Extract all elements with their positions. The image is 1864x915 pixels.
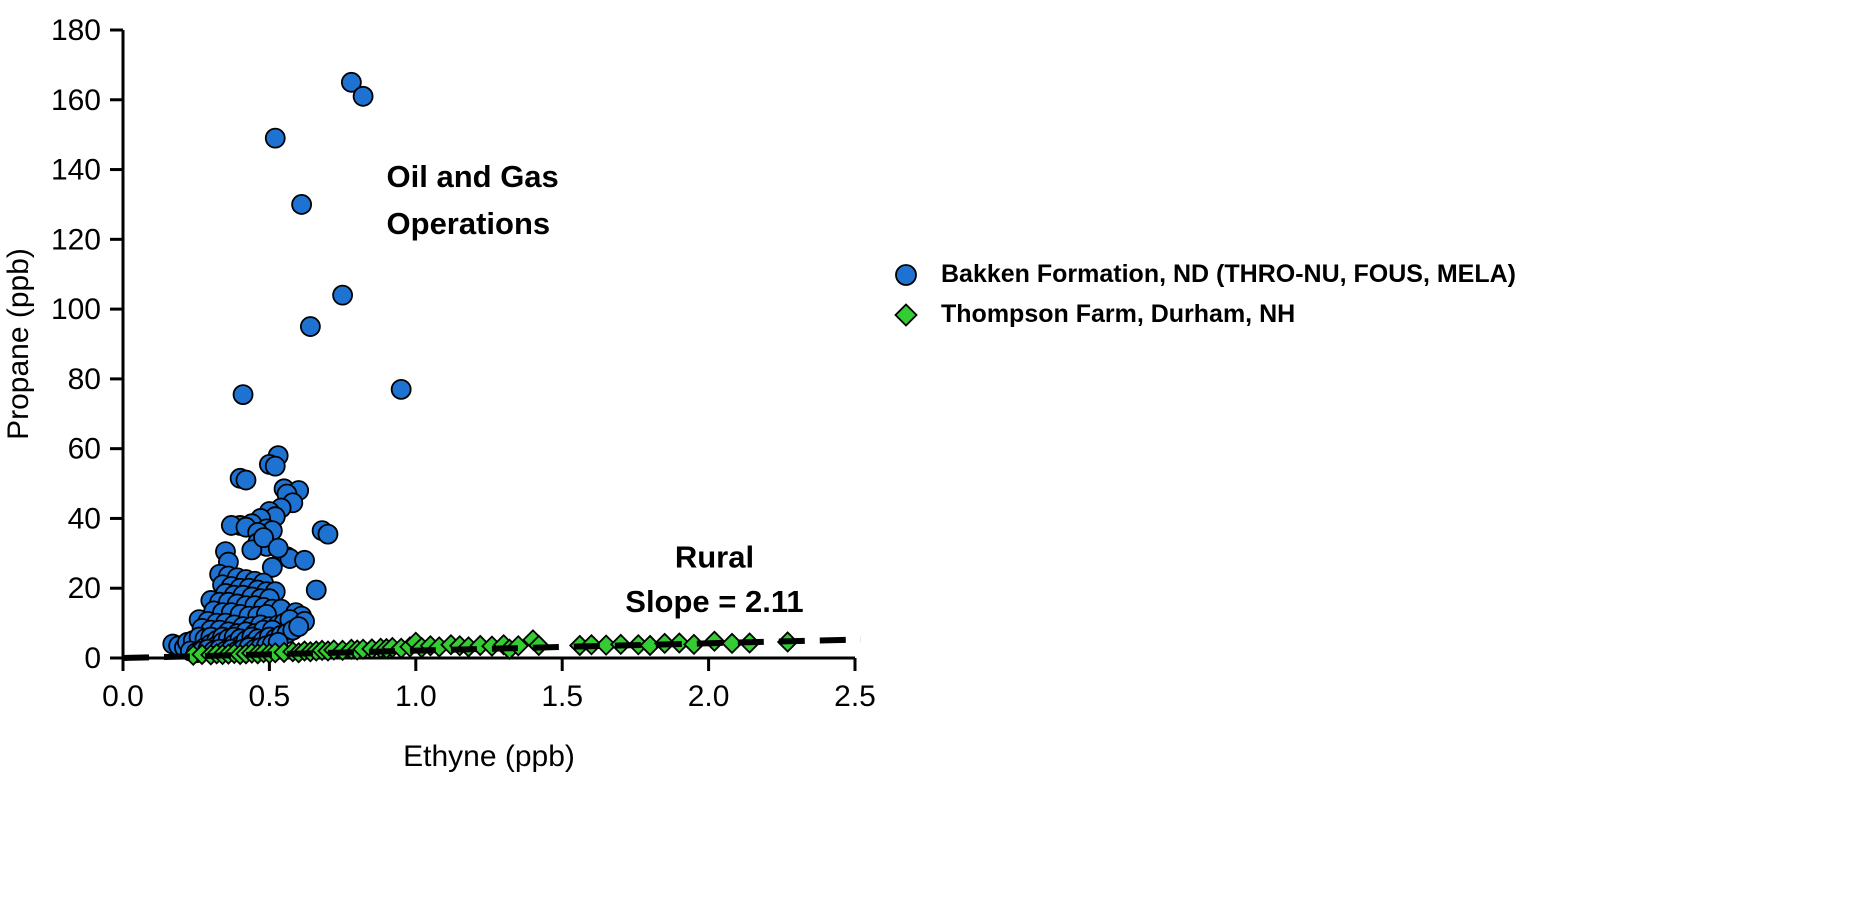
y-tick-label: 120	[51, 223, 101, 256]
x-tick-label: 1.5	[541, 680, 583, 713]
data-point-bakken	[235, 469, 257, 491]
data-point-bakken	[294, 549, 315, 571]
legend-circle-marker-icon	[895, 263, 917, 286]
data-point-bakken	[352, 85, 374, 107]
x-tick-label: 0.0	[102, 680, 144, 713]
y-tick-label: 60	[68, 433, 101, 466]
data-point-bakken	[264, 127, 286, 149]
data-point-bakken	[267, 537, 289, 559]
data-point-thompson	[507, 635, 530, 657]
y-tick-label: 180	[51, 14, 101, 47]
y-tick-label: 160	[51, 84, 101, 117]
data-point-bakken	[261, 556, 283, 578]
chart-annotation: Operations	[387, 206, 551, 241]
legend-diamond-shape	[894, 302, 918, 327]
y-axis-label: Propane (ppb)	[2, 248, 35, 440]
data-point-bakken	[253, 527, 274, 549]
data-point-bakken	[305, 579, 327, 601]
chart-annotation: Rural	[675, 539, 754, 574]
legend-label-thompson: Thompson Farm, Durham, NH	[941, 300, 1296, 328]
chart-legend: Bakken Formation, ND (THRO-NU, FOUS, MEL…	[893, 260, 1516, 329]
data-point-bakken	[264, 455, 286, 477]
y-tick-label: 40	[68, 502, 101, 535]
x-tick-label: 2.0	[688, 680, 730, 713]
data-point-bakken	[291, 194, 313, 215]
data-point-bakken	[299, 316, 321, 337]
data-point-bakken	[317, 523, 339, 545]
legend-item-bakken: Bakken Formation, ND (THRO-NU, FOUS, MEL…	[893, 260, 1516, 289]
chart-annotation: Oil and Gas	[387, 159, 559, 194]
y-tick-label: 0	[84, 642, 101, 675]
legend-item-thompson: Thompson Farm, Durham, NH	[893, 300, 1516, 329]
rural-slope-trendline	[122, 636, 861, 661]
chart-annotation: Slope = 2.11	[625, 584, 803, 619]
data-point-bakken	[332, 284, 354, 306]
data-point-thompson	[595, 634, 617, 656]
y-tick-label: 20	[68, 572, 101, 605]
scatter-plot: 0 20 40 60 80 100 120 140 160 180 0.0 0.5 1.0 1.5 2.0 2…	[2, 14, 876, 773]
y-tick-label: 140	[51, 154, 101, 187]
x-tick-label: 2.5	[834, 680, 876, 713]
x-tick-label: 0.5	[249, 680, 291, 713]
y-tick-label: 100	[51, 293, 101, 326]
y-tick-label: 80	[68, 363, 101, 396]
data-point-bakken	[340, 71, 362, 93]
x-axis-label: Ethyne (ppb)	[403, 740, 575, 773]
legend-diamond-marker-icon	[894, 302, 918, 327]
legend-circle-shape	[895, 263, 917, 286]
legend-label-bakken: Bakken Formation, ND (THRO-NU, FOUS, MEL…	[941, 260, 1517, 288]
data-point-bakken	[390, 378, 412, 400]
data-point-bakken	[288, 616, 310, 637]
x-tick-label: 1.0	[395, 680, 437, 713]
data-point-bakken	[232, 384, 254, 405]
